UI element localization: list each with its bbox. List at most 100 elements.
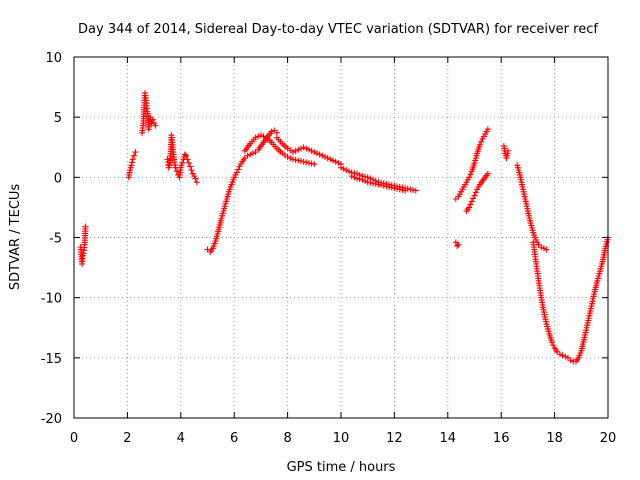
data-point <box>252 134 259 141</box>
data-point <box>338 164 344 171</box>
data-point <box>484 170 491 177</box>
data-point-interp <box>340 165 347 172</box>
data-point-interp <box>324 155 331 162</box>
data-point <box>343 167 350 174</box>
data-point <box>152 122 159 129</box>
data-point <box>476 141 483 148</box>
series-seg7 <box>241 132 318 168</box>
data-point-interp <box>308 147 315 154</box>
data-point <box>402 187 409 194</box>
data-point <box>185 159 192 166</box>
x-tick-label: 6 <box>230 431 238 446</box>
data-point <box>244 152 251 159</box>
y-axis-label: SDTVAR / TECUs <box>8 184 23 291</box>
data-point <box>391 185 398 192</box>
data-point <box>129 156 136 163</box>
y-tick-label: 5 <box>54 111 62 126</box>
series-seg4 <box>164 132 182 178</box>
data-point <box>466 174 473 181</box>
y-tick-label: -5 <box>49 232 62 247</box>
data-point <box>192 175 199 182</box>
data-point <box>504 147 511 154</box>
series-seg12 <box>452 126 491 202</box>
data-point <box>359 176 366 183</box>
data-point <box>316 151 323 158</box>
data-point <box>321 153 328 160</box>
data-point <box>233 169 240 176</box>
data-point <box>247 151 254 158</box>
y-tick-label: 10 <box>45 51 62 66</box>
chart-title: Day 344 of 2014, Sidereal Day-to-day VTE… <box>78 22 598 37</box>
data-point-interp <box>478 138 485 145</box>
series-seg11 <box>452 239 462 249</box>
data-point-interp <box>550 342 557 349</box>
x-tick-label: 16 <box>493 431 510 446</box>
x-axis-ticks: 0 2 4 6 8 10 12 14 16 18 20 <box>70 57 616 446</box>
data-point-interp <box>297 158 304 165</box>
data-point-interp <box>388 184 395 191</box>
data-point <box>305 159 312 166</box>
data-point <box>455 241 462 248</box>
data-point-interp <box>255 133 262 140</box>
data-point-interp <box>472 189 479 196</box>
data-point <box>289 156 296 163</box>
data-point <box>407 186 414 193</box>
data-point <box>187 163 194 170</box>
data-point <box>128 162 135 169</box>
data-point <box>311 149 318 156</box>
y-tick-label: 0 <box>54 171 62 186</box>
data-point-interp <box>308 160 315 167</box>
data-point <box>375 181 382 188</box>
data-point <box>354 175 361 182</box>
y-tick-label: -15 <box>41 352 62 367</box>
data-point <box>149 116 156 123</box>
data-point <box>300 144 307 151</box>
data-point <box>249 150 256 157</box>
data-point-interp <box>367 179 374 186</box>
x-tick-label: 14 <box>440 431 457 446</box>
series-seg16 <box>530 234 611 365</box>
data-point <box>364 179 371 186</box>
data-point-interp <box>319 152 326 159</box>
data-point <box>179 159 186 166</box>
data-point <box>327 156 334 163</box>
data-point <box>188 167 195 174</box>
data-point <box>412 187 419 194</box>
data-point <box>289 149 296 156</box>
data-point-interp <box>362 177 369 184</box>
grid <box>74 57 608 418</box>
data-point <box>567 357 574 364</box>
data-point <box>562 353 569 360</box>
data-point-interp <box>303 145 310 152</box>
data-point <box>183 152 190 159</box>
data-point-interp <box>351 174 358 181</box>
data-point <box>386 183 393 190</box>
series-seg8 <box>273 134 344 168</box>
data-point <box>82 223 89 230</box>
data-point <box>311 161 318 168</box>
data-point-interp <box>303 159 310 166</box>
data-point <box>295 146 302 153</box>
data-point-interp <box>129 159 136 166</box>
x-tick-label: 18 <box>546 431 563 446</box>
x-tick-label: 2 <box>123 431 131 446</box>
series-seg6 <box>204 127 280 255</box>
data-point-interp <box>346 168 353 175</box>
data-point <box>540 245 547 252</box>
data-point <box>332 158 339 165</box>
data-point-interp <box>356 176 363 183</box>
data-point <box>454 242 461 249</box>
x-tick-label: 20 <box>600 431 617 446</box>
data-point-interp <box>383 183 390 190</box>
series-seg9 <box>338 164 419 194</box>
data-point-interp <box>287 155 294 162</box>
series-seg2 <box>125 149 139 181</box>
data-point-interp <box>470 195 477 202</box>
x-tick-label: 8 <box>283 431 291 446</box>
y-tick-label: -20 <box>41 412 62 427</box>
x-axis-label: GPS time / hours <box>287 460 396 475</box>
data-point-interp <box>410 186 417 193</box>
series-seg15 <box>514 162 550 253</box>
data-point <box>380 182 387 189</box>
